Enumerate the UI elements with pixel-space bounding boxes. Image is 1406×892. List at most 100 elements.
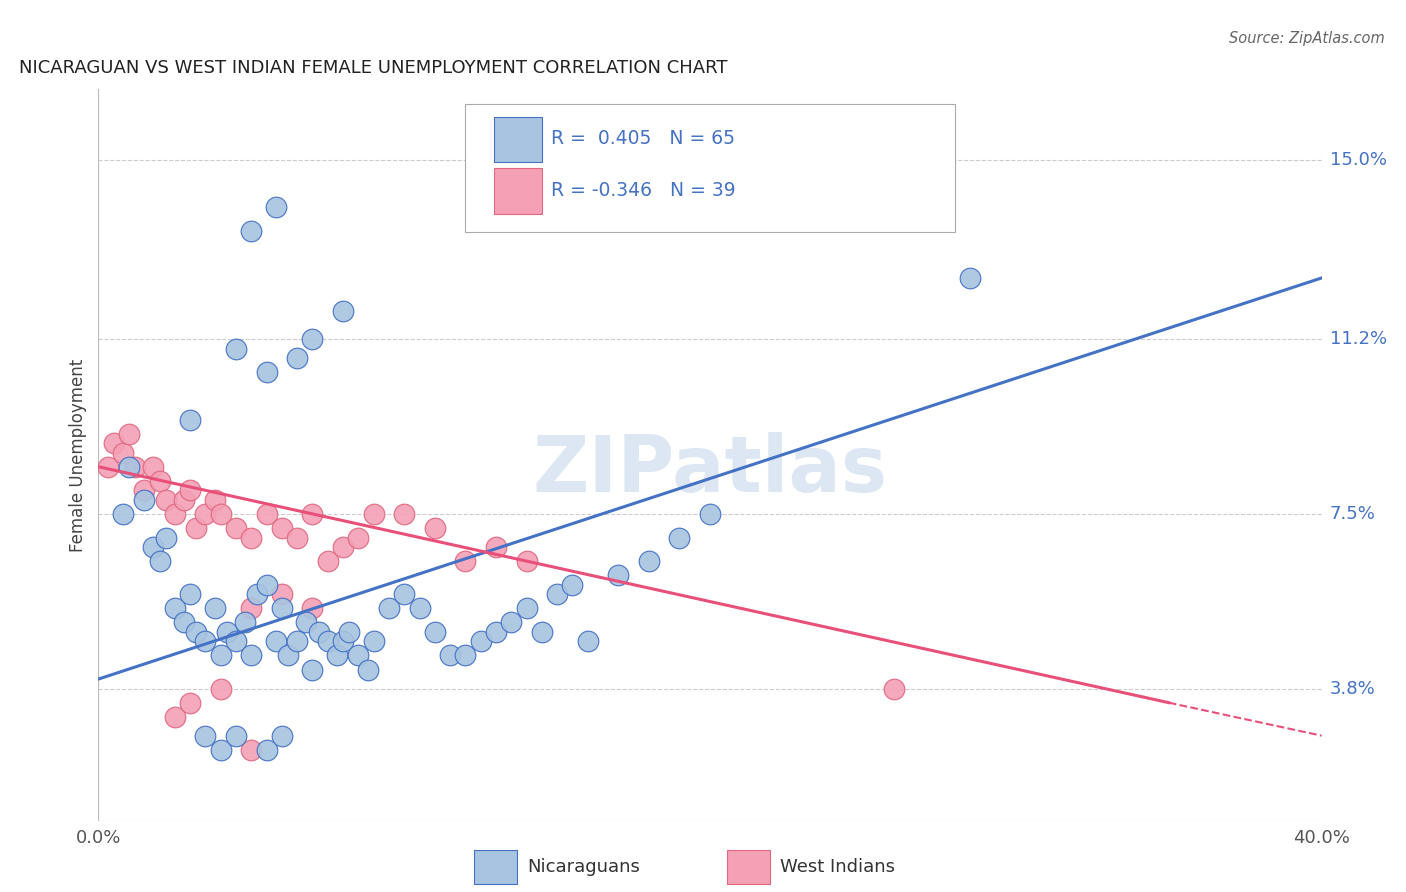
Point xyxy=(179,483,201,498)
Point xyxy=(561,577,583,591)
Text: West Indians: West Indians xyxy=(780,858,896,876)
Point xyxy=(470,634,492,648)
Point xyxy=(301,332,323,346)
FancyBboxPatch shape xyxy=(494,117,543,162)
Point xyxy=(215,624,238,639)
Point xyxy=(155,492,177,507)
Point xyxy=(209,681,232,696)
Point xyxy=(356,663,378,677)
Point xyxy=(637,554,661,568)
Point xyxy=(363,507,385,521)
Point xyxy=(97,459,120,474)
Point xyxy=(118,426,141,441)
Point xyxy=(149,554,172,568)
Point xyxy=(194,634,217,648)
Text: Source: ZipAtlas.com: Source: ZipAtlas.com xyxy=(1229,31,1385,46)
Text: NICARAGUAN VS WEST INDIAN FEMALE UNEMPLOYMENT CORRELATION CHART: NICARAGUAN VS WEST INDIAN FEMALE UNEMPLO… xyxy=(18,59,727,77)
Point xyxy=(209,648,232,663)
Text: ZIPatlas: ZIPatlas xyxy=(533,432,887,508)
FancyBboxPatch shape xyxy=(494,169,543,213)
Point xyxy=(316,554,339,568)
Point xyxy=(240,224,263,238)
Point xyxy=(246,587,269,601)
Point xyxy=(308,624,330,639)
Point xyxy=(134,483,156,498)
Point xyxy=(209,507,232,521)
Point xyxy=(408,601,430,615)
Point xyxy=(256,743,278,757)
Point xyxy=(576,634,599,648)
Point xyxy=(179,412,201,426)
Point xyxy=(959,271,981,285)
Point xyxy=(142,540,165,554)
Point xyxy=(163,710,186,724)
Point xyxy=(173,492,195,507)
Point xyxy=(173,615,195,630)
Point xyxy=(423,624,446,639)
Point xyxy=(454,648,477,663)
Text: Nicaraguans: Nicaraguans xyxy=(527,858,640,876)
Point xyxy=(155,531,177,545)
Point xyxy=(264,634,287,648)
Point xyxy=(347,531,370,545)
Point xyxy=(883,681,905,696)
Point xyxy=(118,459,141,474)
Point xyxy=(392,587,416,601)
Point xyxy=(546,587,568,601)
Point xyxy=(179,587,201,601)
Point xyxy=(204,601,226,615)
Point xyxy=(439,648,461,663)
Point xyxy=(363,634,385,648)
Point xyxy=(423,521,446,535)
Text: R =  0.405   N = 65: R = 0.405 N = 65 xyxy=(551,129,735,148)
Point xyxy=(295,615,318,630)
Point xyxy=(332,540,354,554)
Point xyxy=(516,601,538,615)
Point xyxy=(225,729,247,743)
Point xyxy=(204,492,226,507)
Point xyxy=(485,540,508,554)
Point xyxy=(270,601,294,615)
Y-axis label: Female Unemployment: Female Unemployment xyxy=(69,359,87,551)
Point xyxy=(454,554,477,568)
Point xyxy=(485,624,508,639)
Point xyxy=(270,729,294,743)
Point xyxy=(332,634,354,648)
Point xyxy=(124,459,146,474)
Point xyxy=(256,577,278,591)
Point xyxy=(337,624,360,639)
Point xyxy=(194,507,217,521)
Point xyxy=(256,507,278,521)
Point xyxy=(142,459,165,474)
Text: R = -0.346   N = 39: R = -0.346 N = 39 xyxy=(551,181,735,200)
Point xyxy=(209,743,232,757)
Point xyxy=(270,587,294,601)
Point xyxy=(332,304,354,318)
Point xyxy=(240,531,263,545)
Point xyxy=(285,351,308,366)
Point xyxy=(270,521,294,535)
Point xyxy=(256,365,278,379)
Point xyxy=(285,531,308,545)
Point xyxy=(326,648,349,663)
Point xyxy=(530,624,553,639)
Point xyxy=(301,601,323,615)
Point xyxy=(264,200,287,214)
Point xyxy=(301,663,323,677)
Point xyxy=(194,729,217,743)
Point xyxy=(134,492,156,507)
Point xyxy=(347,648,370,663)
Point xyxy=(316,634,339,648)
Point xyxy=(668,531,690,545)
Point xyxy=(699,507,721,521)
Point xyxy=(179,696,201,710)
Point xyxy=(378,601,401,615)
Point xyxy=(225,342,247,356)
Point xyxy=(103,436,125,450)
Point xyxy=(163,601,186,615)
Point xyxy=(149,474,172,488)
Point xyxy=(186,624,208,639)
Point xyxy=(186,521,208,535)
Point xyxy=(225,634,247,648)
FancyBboxPatch shape xyxy=(465,103,955,232)
